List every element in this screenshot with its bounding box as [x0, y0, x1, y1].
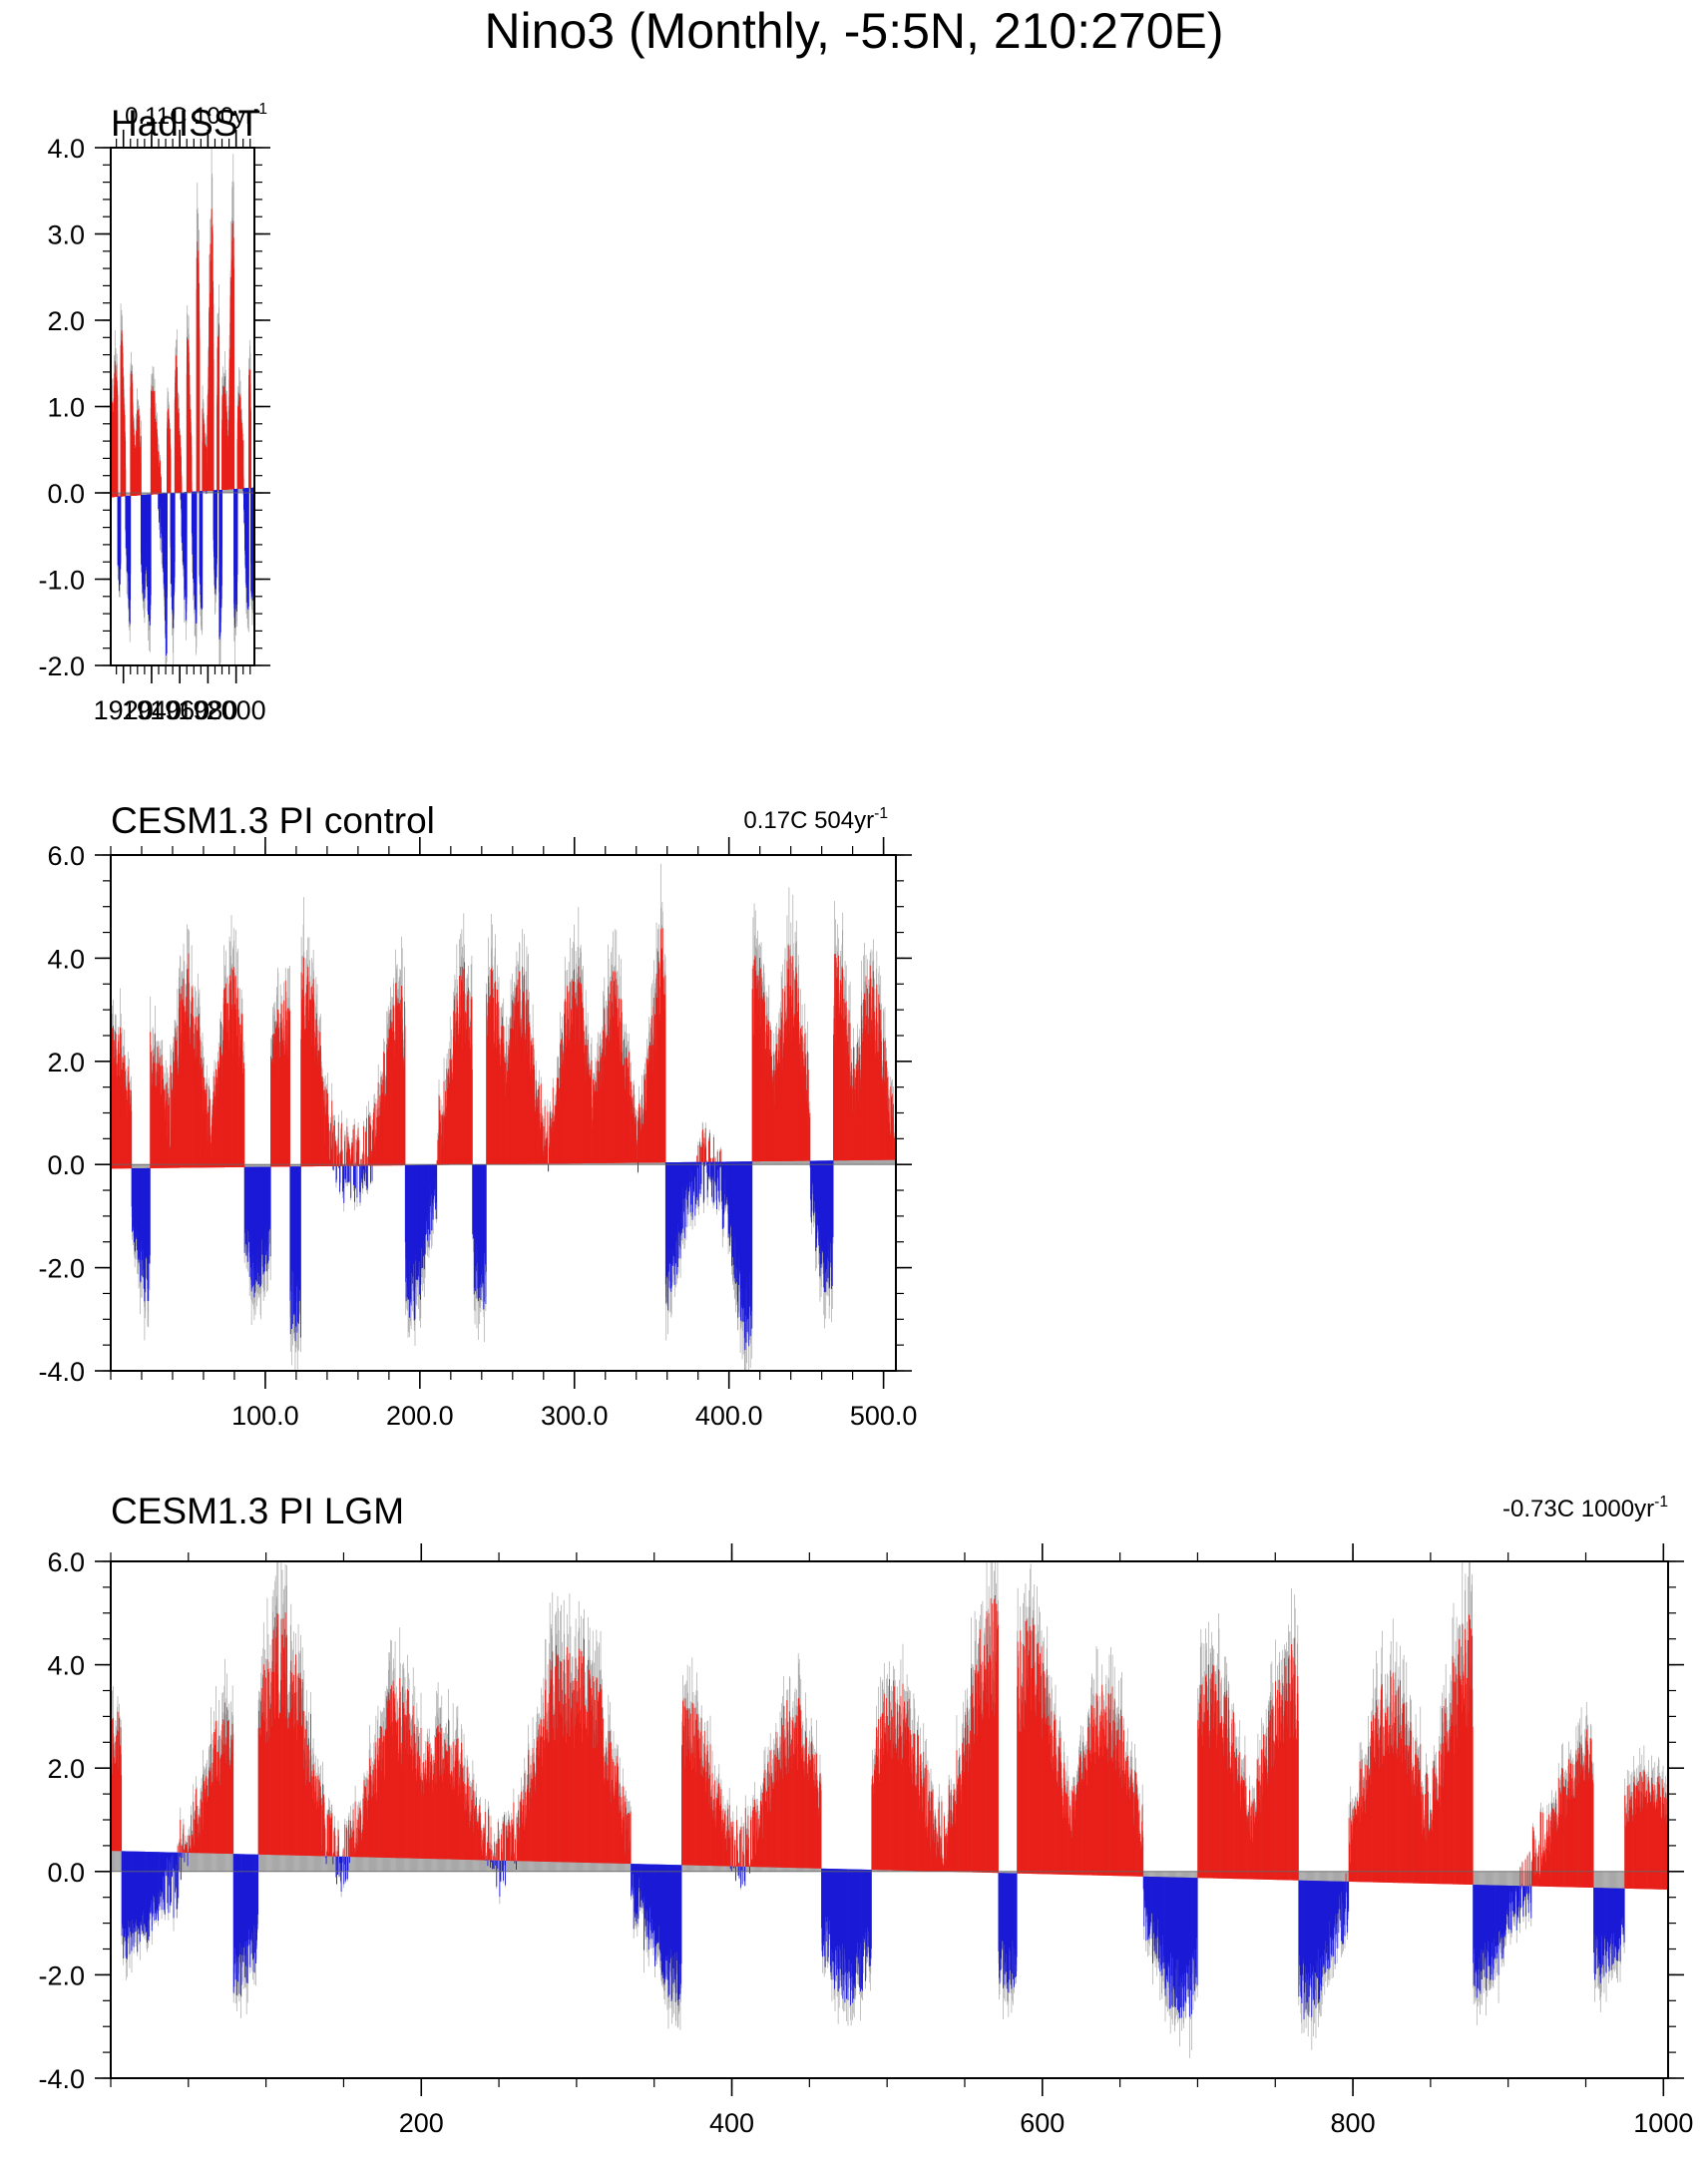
y-tick-label: -1.0 — [38, 566, 85, 596]
y-tick-label: 2.0 — [47, 306, 85, 336]
panel-1: 4.0 3.0 2.0 1.0 0.0 -1.0 -2.0 19201940196019802… — [38, 101, 270, 725]
anomaly-series — [110, 928, 897, 1351]
y-tick-label: -2.0 — [38, 651, 85, 681]
y-tick-label: 4.0 — [47, 134, 85, 164]
x-tick-label: 1980 — [178, 695, 237, 725]
y-axis: 4.0 3.0 2.0 1.0 0.0 -1.0 -2.0 — [38, 134, 270, 681]
trend-label: 0.11C 100yr-1 — [125, 101, 267, 130]
figure-title: Nino3 (Monthly, -5:5N, 210:270E) — [484, 3, 1224, 59]
panel-title: HadISST — [111, 103, 260, 144]
x-tick-label: 2000 — [207, 695, 266, 725]
y-tick-label: 0.0 — [47, 479, 85, 509]
x-tick-label: 1920 — [94, 695, 154, 725]
x-tick-label: 1940 — [122, 695, 182, 725]
y-tick-label: 3.0 — [47, 220, 85, 250]
anomaly-series — [110, 209, 255, 655]
trend-value: 0.11C 100yr — [125, 103, 253, 130]
trend-unit-exponent: -1 — [253, 101, 267, 118]
x-tick-label: 1960 — [150, 695, 210, 725]
y-tick-label: 1.0 — [47, 393, 85, 423]
